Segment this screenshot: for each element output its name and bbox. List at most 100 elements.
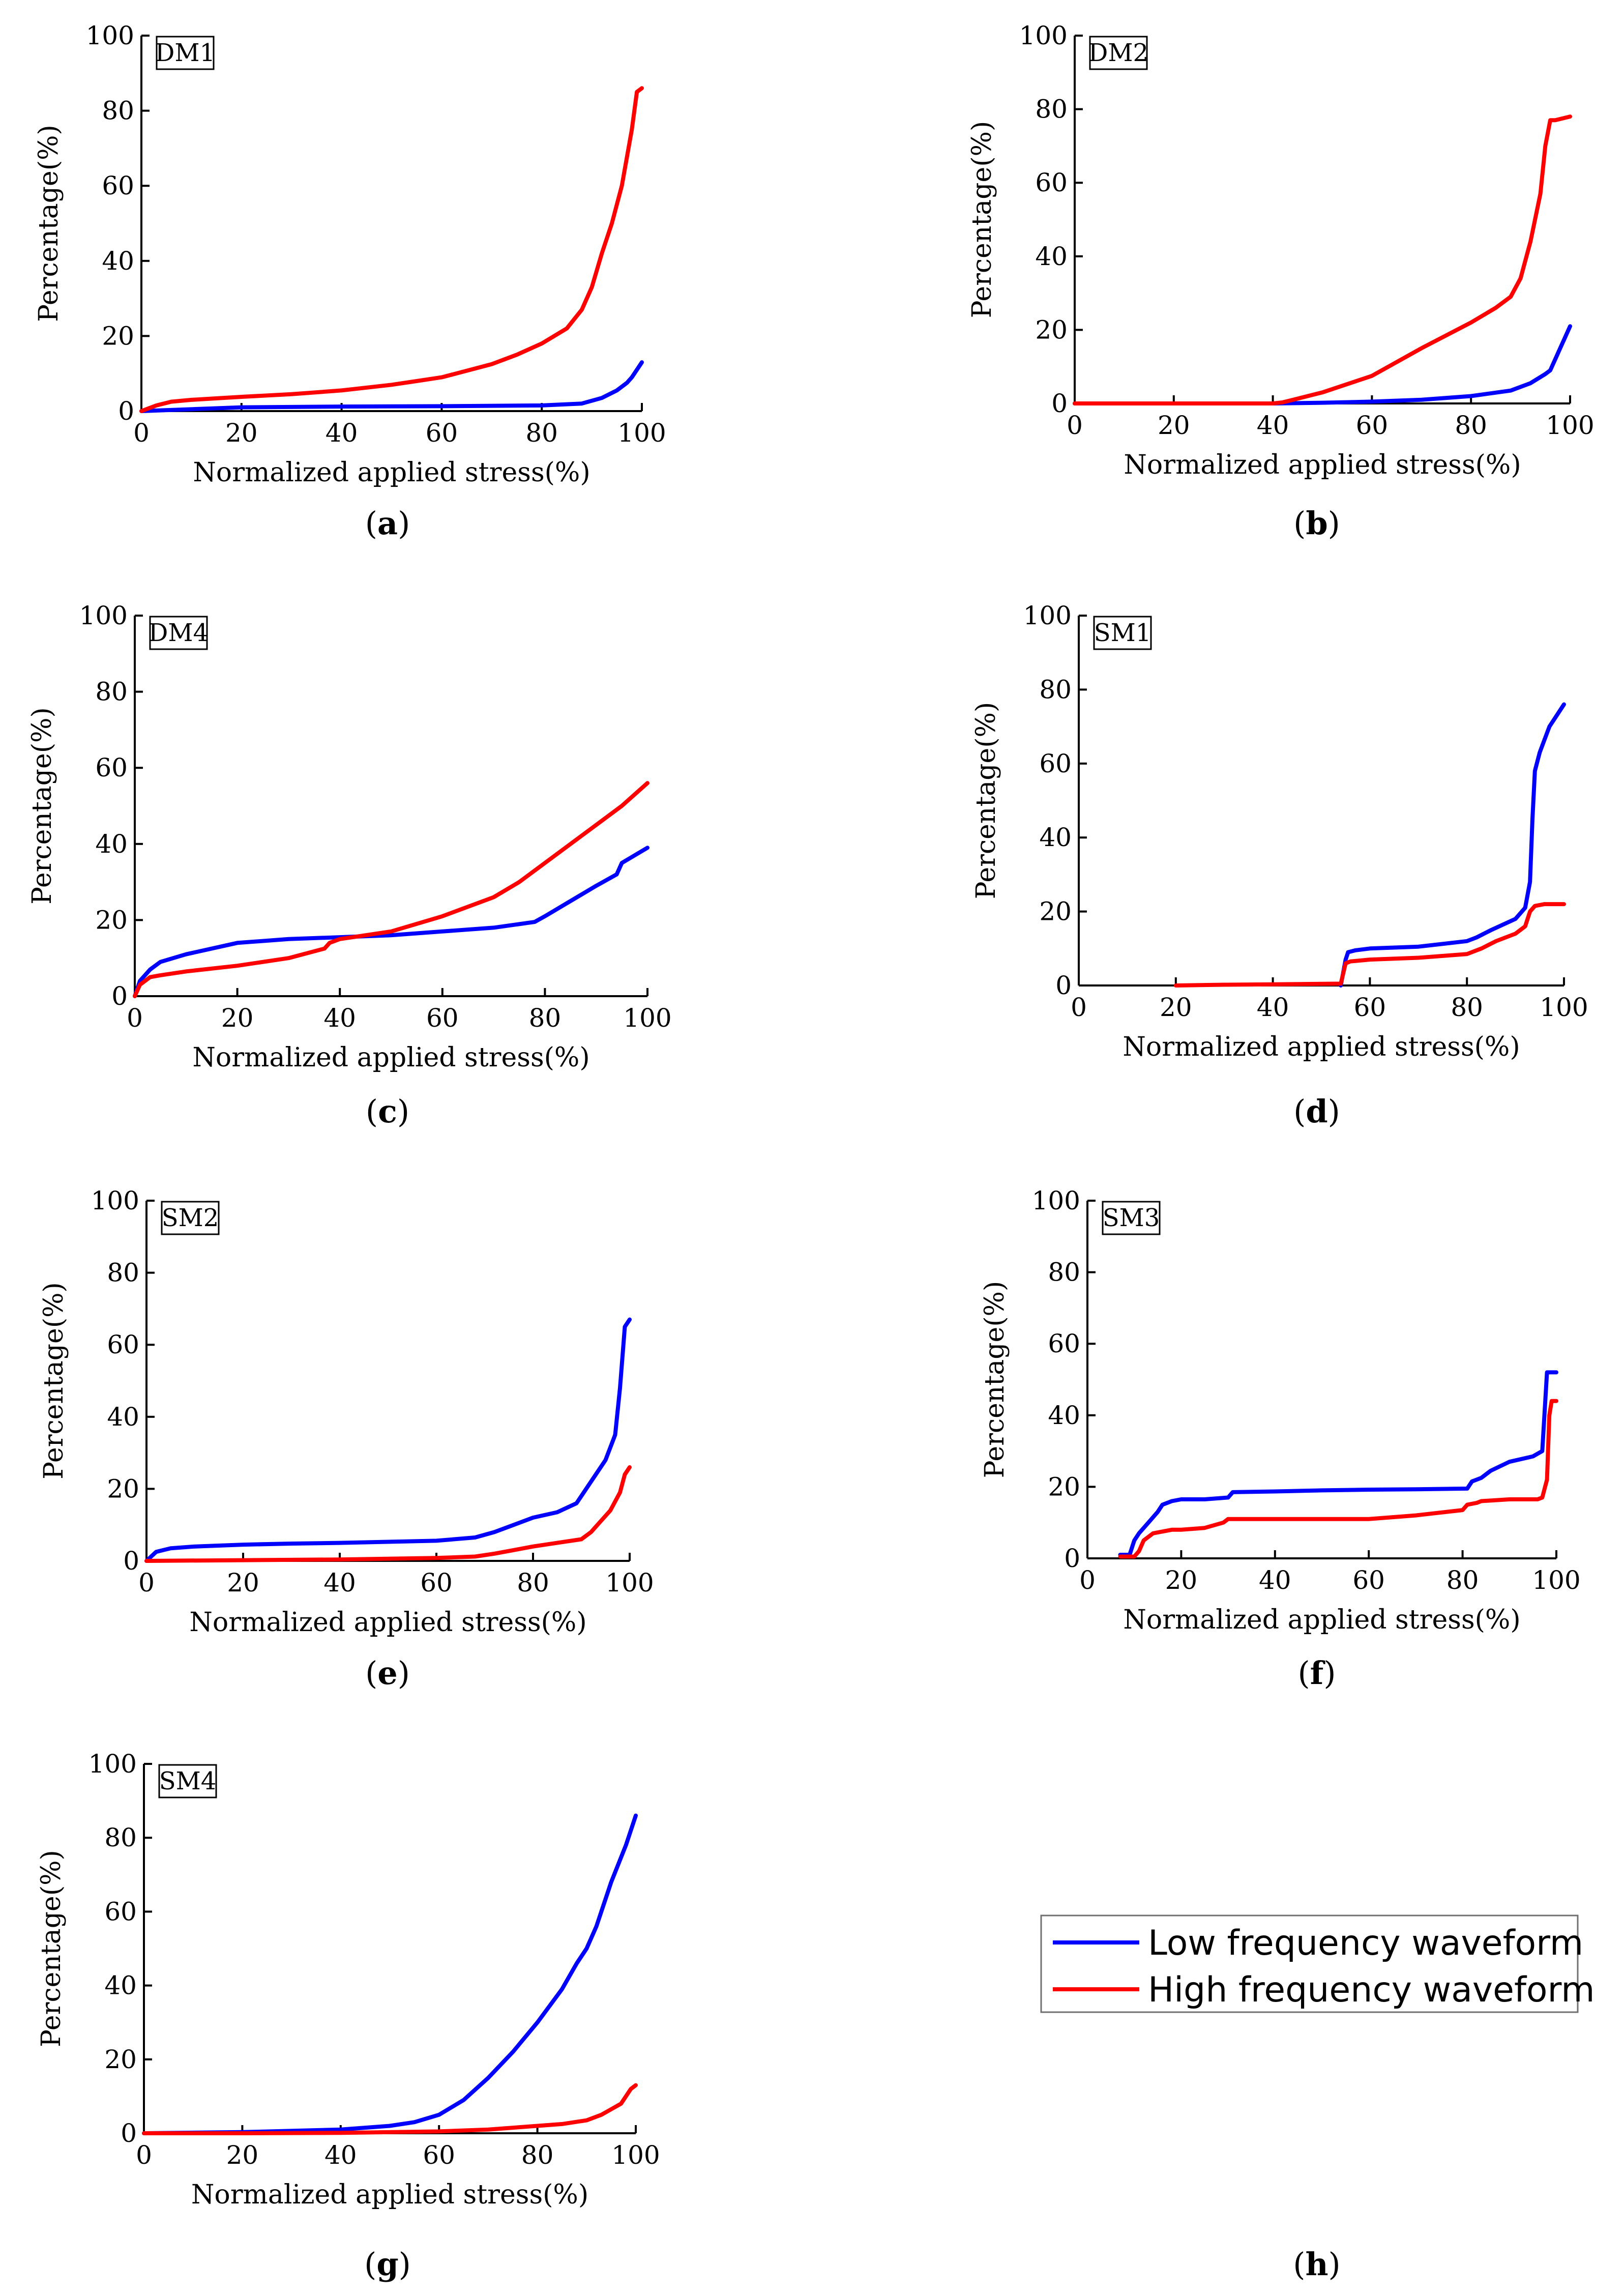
y-tick-label: 40 (1035, 242, 1068, 271)
sample-label-box (156, 36, 215, 70)
x-tick-label: 0 (1071, 993, 1087, 1022)
series-line-high-frequency (1073, 114, 1572, 405)
chart-panel-a: 0 20 40 60 80 100 0 20 40 60 80 100 Normalized appli… (34, 21, 666, 542)
x-tick-label: 40 (1257, 411, 1289, 440)
x-tick-label: 0 (1079, 1565, 1096, 1595)
y-axis-title: Percentage(%) (967, 121, 997, 318)
panel-caption-close: ) (397, 1093, 409, 1130)
y-tick-label: 100 (79, 601, 128, 630)
sample-label-box (158, 1764, 217, 1798)
legend-box (1040, 1914, 1579, 2013)
y-tick-label: 80 (95, 677, 128, 707)
x-tick-label: 40 (324, 2140, 357, 2170)
panel-caption-open: ( (1293, 1093, 1306, 1130)
x-tick-label: 0 (138, 1568, 155, 1598)
series-line-low-frequency (142, 1813, 638, 2135)
x-tick-label: 20 (227, 1568, 259, 1598)
panel-caption-letter: c (378, 1093, 397, 1130)
panel-caption-close: ) (1328, 1093, 1340, 1130)
x-tick-label: 0 (1067, 411, 1083, 440)
y-tick-label: 40 (102, 246, 134, 276)
panel-caption-open: ( (364, 2246, 376, 2283)
x-tick-label: 100 (611, 2140, 660, 2170)
panel-caption-open: ( (365, 505, 377, 542)
x-tick-label: 20 (1160, 993, 1192, 1022)
series-line-high-frequency (1118, 1399, 1558, 1559)
series-line-high-frequency (139, 86, 644, 413)
y-axis-title: Percentage(%) (980, 1281, 1010, 1478)
y-tick-label: 80 (102, 96, 134, 126)
panel-caption-open: ( (1293, 505, 1306, 542)
y-tick-label: 0 (123, 1546, 139, 1576)
series-line-low-frequency (1073, 324, 1572, 405)
y-tick-label: 40 (95, 829, 128, 859)
series-line-low-frequency (139, 360, 644, 413)
sample-label: DM1 (155, 39, 215, 67)
sample-label: SM1 (1094, 619, 1151, 647)
series-line-high-frequency (144, 1465, 632, 1563)
series-line-high-frequency (142, 2083, 638, 2135)
x-tick-label: 100 (605, 1568, 654, 1598)
sample-label-box (1093, 616, 1152, 650)
chart-panel-e: 0 20 40 60 80 100 0 20 40 60 80 100 Normalized appli… (39, 1186, 654, 1692)
panel-caption-e: (e) (365, 1655, 410, 1692)
sample-label-box (149, 616, 208, 650)
y-tick-label: 80 (107, 1258, 139, 1288)
sample-label: SM3 (1103, 1204, 1160, 1232)
panel-caption-close: ) (1328, 505, 1340, 542)
x-tick-label: 0 (133, 418, 150, 448)
x-tick-label: 100 (1546, 411, 1594, 440)
series-line-low-frequency (144, 1317, 632, 1563)
x-tick-label: 20 (226, 2140, 259, 2170)
panel-caption-open: ( (366, 1093, 378, 1130)
x-tick-label: 100 (623, 1003, 671, 1033)
x-tick-label: 60 (420, 1568, 453, 1598)
chart-panel-f: 0 20 40 60 80 100 0 20 40 60 80 100 Normalized appli… (980, 1186, 1581, 1692)
y-tick-label: 60 (1048, 1329, 1080, 1358)
series-line-low-frequency (1118, 1370, 1558, 1557)
y-tick-label: 20 (1048, 1472, 1080, 1501)
y-tick-label: 0 (118, 396, 134, 426)
panel-caption-letter: e (377, 1655, 397, 1692)
panel-caption-letter: a (377, 505, 398, 542)
y-tick-label: 100 (1019, 21, 1068, 50)
sample-label: DM2 (1088, 39, 1148, 67)
x-tick-label: 20 (1158, 411, 1190, 440)
x-tick-label: 80 (517, 1568, 549, 1598)
y-tick-label: 20 (1039, 897, 1072, 926)
x-tick-label: 100 (1532, 1565, 1580, 1595)
x-tick-label: 80 (525, 418, 558, 448)
x-axis-title: Normalized applied stress(%) (1123, 1032, 1520, 1062)
legend-label-high-frequency: High frequency waveform (1148, 1970, 1595, 2010)
y-tick-label: 40 (107, 1402, 139, 1432)
x-axis-title: Normalized applied stress(%) (1124, 450, 1521, 480)
panel-caption-close: ) (1323, 1655, 1336, 1692)
x-axis-title: Normalized applied stress(%) (191, 2180, 588, 2210)
series-line-low-frequency (133, 846, 649, 998)
y-tick-label: 20 (107, 1474, 139, 1503)
panel-caption-close: ) (398, 505, 410, 542)
x-axis-title: Normalized applied stress(%) (192, 1042, 589, 1073)
sample-label: SM2 (162, 1204, 219, 1232)
x-tick-label: 40 (1259, 1565, 1291, 1595)
x-tick-label: 40 (326, 418, 358, 448)
y-axis-title: Percentage(%) (27, 707, 57, 905)
y-axis-title: Percentage(%) (36, 1850, 67, 2047)
x-tick-label: 60 (423, 2140, 455, 2170)
y-tick-label: 60 (104, 1897, 137, 1926)
panel-caption-open: ( (365, 1655, 377, 1692)
chart-panel-g: 0 20 40 60 80 100 0 20 40 60 80 100 Normalized appli… (36, 1749, 660, 2283)
y-tick-label: 0 (1051, 389, 1068, 418)
x-tick-label: 60 (1356, 411, 1389, 440)
y-tick-label: 100 (1032, 1186, 1080, 1215)
x-tick-label: 80 (521, 2140, 554, 2170)
x-tick-label: 100 (1540, 993, 1588, 1022)
chart-panel-b: 0 20 40 60 80 100 0 20 40 60 80 100 Normalized appli… (967, 21, 1595, 542)
y-axis-title: Percentage(%) (39, 1282, 69, 1479)
x-tick-label: 20 (221, 1003, 254, 1033)
y-tick-label: 80 (1048, 1258, 1080, 1287)
panel-caption-h: (h) (1293, 2246, 1340, 2283)
sample-label-box (1089, 36, 1148, 70)
panel-caption-letter: b (1306, 505, 1327, 542)
